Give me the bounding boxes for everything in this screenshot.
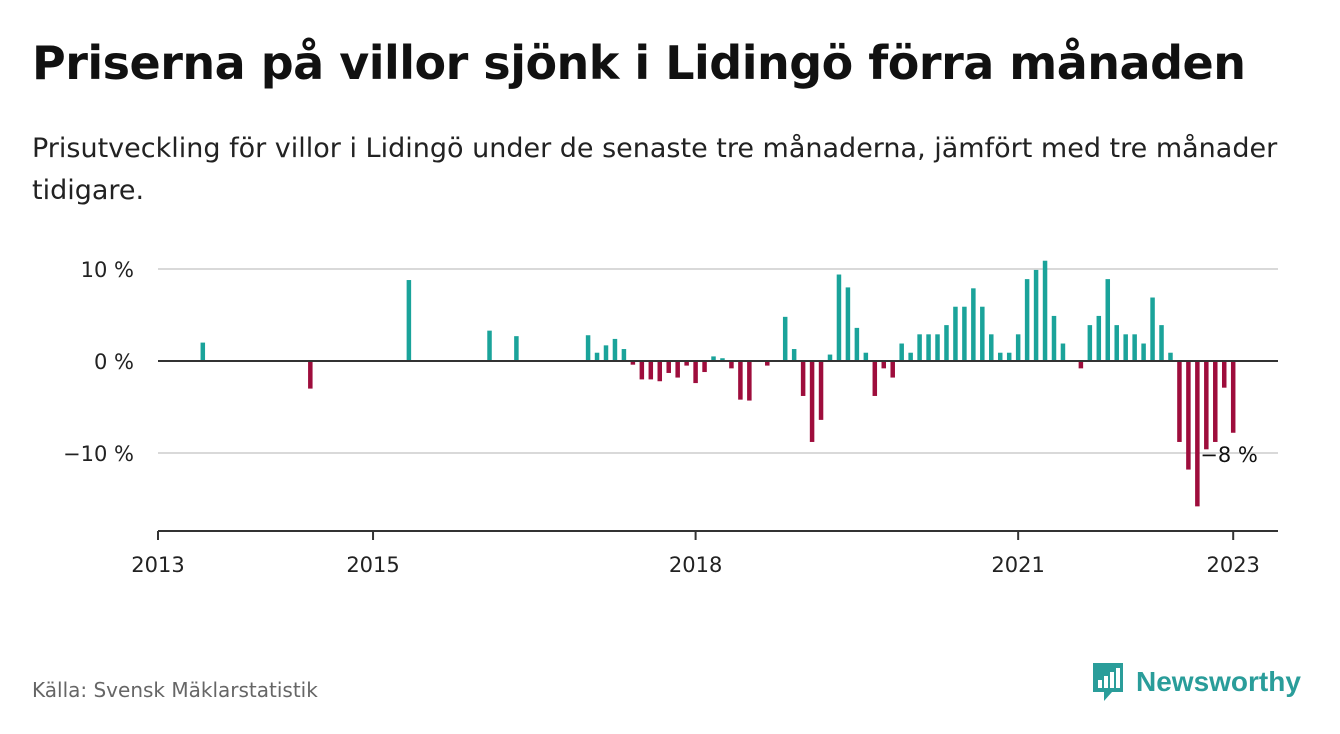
bar — [935, 334, 940, 361]
grid-lines — [158, 268, 1278, 454]
bar — [953, 306, 958, 361]
bar — [487, 330, 492, 361]
bar — [782, 316, 788, 361]
bar — [1150, 297, 1155, 361]
bar — [791, 349, 797, 361]
bar — [200, 342, 206, 361]
bar — [1024, 279, 1030, 361]
bar — [997, 352, 1003, 361]
bar — [657, 361, 663, 382]
brand-logo: Newsworthy — [1090, 660, 1301, 704]
bar — [1105, 279, 1111, 361]
y-tick-label: −10 % — [63, 442, 134, 466]
bar — [1221, 361, 1227, 388]
newsworthy-logo-icon — [1093, 663, 1123, 701]
bar — [872, 361, 878, 396]
bar — [1186, 361, 1191, 470]
y-tick-label: 0 % — [94, 350, 134, 374]
bar — [818, 361, 824, 420]
bar — [1141, 343, 1146, 361]
bar — [612, 338, 618, 361]
bar — [944, 325, 949, 361]
bar — [639, 361, 645, 380]
bar — [594, 352, 600, 361]
bar — [675, 361, 680, 378]
x-tick-label: 2018 — [669, 553, 722, 577]
annotation-label: −8 % — [1200, 443, 1258, 467]
bar — [1114, 325, 1119, 361]
bar — [962, 306, 967, 361]
bar — [1177, 361, 1182, 442]
bar — [1123, 334, 1128, 361]
bar — [738, 361, 743, 400]
bar — [980, 306, 985, 361]
bar — [720, 358, 725, 361]
bar — [809, 361, 815, 442]
bar — [836, 274, 842, 361]
bar — [1132, 334, 1137, 361]
bar — [666, 361, 671, 373]
bar — [1042, 260, 1048, 361]
bar — [926, 334, 931, 361]
x-tick-label: 2021 — [991, 553, 1044, 577]
bar — [308, 361, 313, 389]
y-axis-ticks: 10 % 0 % −10 % — [63, 258, 134, 466]
bar — [863, 352, 869, 361]
bar — [621, 349, 627, 361]
bar — [854, 327, 860, 361]
bar — [890, 361, 895, 378]
bar — [845, 287, 851, 361]
annotations: −8 % — [1200, 443, 1258, 467]
bar — [989, 334, 994, 361]
bar — [729, 361, 734, 369]
bar — [1006, 352, 1012, 361]
bar — [827, 354, 833, 361]
bar — [1159, 325, 1164, 361]
bar — [1033, 269, 1039, 361]
brand-name: Newsworthy — [1136, 666, 1301, 697]
x-tick-label: 2023 — [1206, 553, 1259, 577]
bar — [899, 343, 904, 361]
bar — [765, 361, 770, 366]
bar — [603, 345, 609, 361]
bar — [881, 361, 887, 369]
bar — [917, 334, 922, 361]
bar — [971, 288, 976, 361]
bar — [1015, 334, 1021, 361]
bars — [200, 260, 1236, 507]
bar — [1204, 361, 1209, 450]
chart-subtitle: Prisutveckling för villor i Lidingö unde… — [32, 133, 1278, 206]
bar — [711, 356, 716, 361]
x-axis: 2013 2015 2018 2021 2023 — [131, 530, 1278, 577]
bar — [693, 361, 698, 384]
bar — [648, 361, 654, 380]
bar — [1087, 325, 1093, 361]
y-tick-label: 10 % — [81, 258, 134, 282]
bar — [1168, 352, 1173, 361]
bar — [406, 280, 412, 361]
bar — [1230, 361, 1236, 433]
chart-title: Priserna på villor sjönk i Lidingö förra… — [32, 36, 1246, 90]
bar-chart: 10 % 0 % −10 % 2013 2015 2018 2021 2023 −8 % — [63, 258, 1278, 577]
bar — [1051, 315, 1057, 361]
bar — [747, 361, 752, 401]
bar — [1096, 315, 1102, 361]
x-tick-label: 2013 — [131, 553, 184, 577]
x-tick-label: 2015 — [346, 553, 399, 577]
source-text: Källa: Svensk Mäklarstatistik — [32, 678, 318, 702]
bar — [514, 336, 519, 361]
bar — [702, 361, 707, 373]
bar — [908, 352, 913, 361]
bar — [1213, 361, 1218, 442]
bar — [684, 361, 689, 366]
bar — [1060, 343, 1066, 361]
bar — [585, 335, 591, 361]
bar — [1195, 361, 1200, 507]
bar — [800, 361, 806, 396]
bar — [630, 361, 636, 365]
bar — [1078, 361, 1084, 369]
